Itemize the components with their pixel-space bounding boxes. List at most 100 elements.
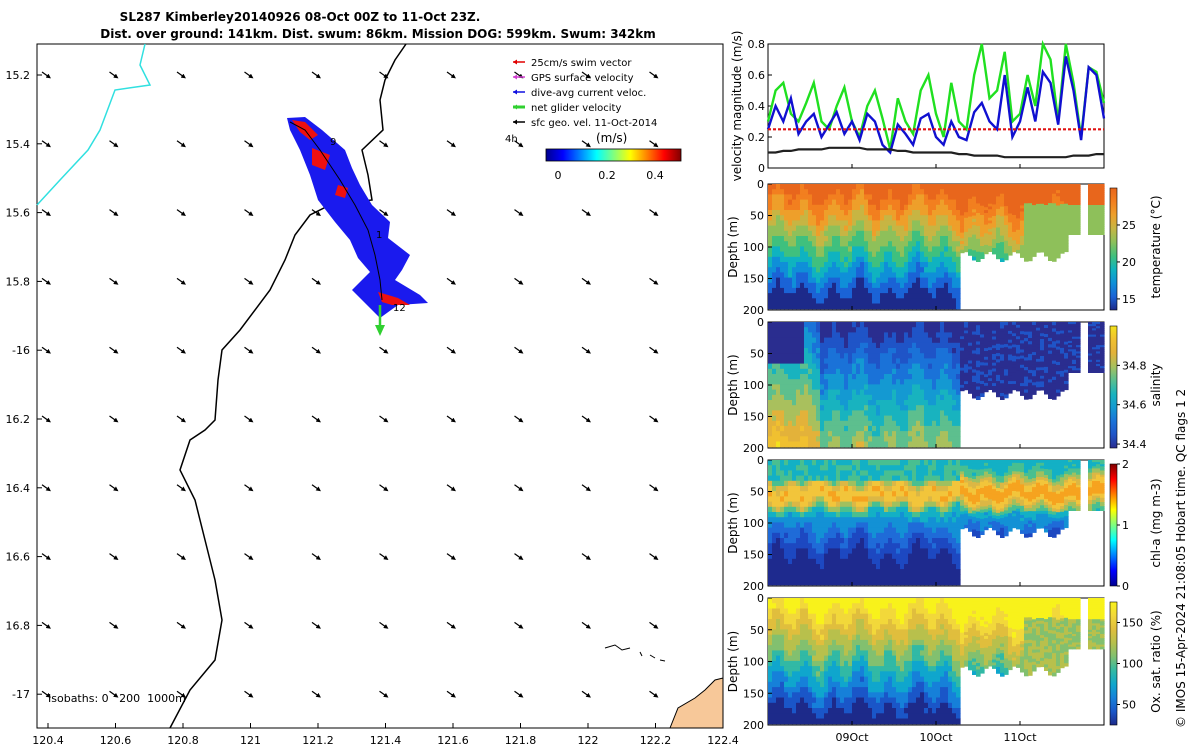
sfc-velocity-arrow <box>109 209 119 216</box>
chl-a-cell <box>780 564 785 570</box>
chl-a-cell <box>792 543 797 549</box>
temperature-cell <box>876 303 881 310</box>
temperature-cell <box>816 189 821 195</box>
salinity-cell <box>1036 336 1041 340</box>
temperature-cell <box>936 204 941 211</box>
salinity-cell <box>784 436 789 443</box>
salinity-cell <box>888 425 893 432</box>
chl-a-cell <box>804 501 809 508</box>
temperature-cell <box>856 225 861 232</box>
sfc-velocity-arrow <box>581 277 591 285</box>
vel-ytick-label: 0.6 <box>748 69 766 82</box>
salinity-cell <box>848 348 853 354</box>
temperature-cell <box>920 225 925 232</box>
temperature-cell <box>860 256 865 263</box>
salinity-cell <box>1088 349 1093 352</box>
chl-a-cell <box>832 527 837 534</box>
temperature-cell <box>828 287 833 294</box>
temperature-cell <box>928 236 933 242</box>
salinity-cell <box>848 358 853 365</box>
temperature-cell <box>1068 207 1073 210</box>
salinity-cell <box>1044 337 1049 341</box>
salinity-cell <box>968 363 973 368</box>
chl-a-cell <box>804 564 809 570</box>
temperature-cell <box>820 262 825 268</box>
temperature-cell <box>1064 240 1069 244</box>
temperature-cell <box>936 282 941 289</box>
temperature-cell <box>788 293 793 299</box>
temperature-cell <box>828 225 833 232</box>
temperature-cell <box>1008 252 1013 256</box>
temperature-cell <box>1024 254 1029 259</box>
chl-a-cell <box>768 501 773 508</box>
temperature-cell <box>940 194 945 201</box>
temperature-cell <box>1024 193 1029 198</box>
salinity-cell <box>788 405 793 411</box>
chl-a-cell <box>868 491 873 497</box>
chl-a-cell <box>768 579 773 586</box>
temperature-cell <box>936 293 941 299</box>
chl-a-cell <box>892 491 897 497</box>
temperature-cell <box>840 210 845 216</box>
temperature-cell <box>1044 234 1049 239</box>
salinity-cell <box>1068 364 1073 367</box>
temperature-cell <box>1012 198 1017 202</box>
temperature-cell <box>784 246 789 253</box>
salinity-cell <box>1016 365 1021 369</box>
temperature-cell <box>912 204 917 211</box>
salinity-cell <box>772 389 777 396</box>
speed-colorbar <box>545 148 682 162</box>
salinity-cell <box>812 384 817 391</box>
salinity-cell <box>952 353 957 359</box>
temperature-cell <box>1024 241 1029 246</box>
temperature-cell <box>880 215 885 221</box>
chl-a-cell <box>828 569 833 575</box>
temperature-cell <box>796 241 801 247</box>
temperature-cell <box>896 215 901 221</box>
temperature-cell <box>1068 196 1073 200</box>
salinity-cell <box>812 358 817 365</box>
temperature-cell <box>948 298 953 305</box>
temperature-cell <box>784 287 789 294</box>
temperature-cell <box>1012 189 1017 193</box>
salinity-cell <box>952 436 957 443</box>
salinity-cell <box>856 374 861 380</box>
temperature-cell <box>1016 198 1021 202</box>
temperature-cell <box>976 200 981 204</box>
salinity-cell <box>800 368 805 375</box>
temperature-cell <box>1092 192 1097 196</box>
salinity-cell <box>896 431 901 437</box>
salinity-cell <box>1036 384 1041 388</box>
salinity-cell <box>816 322 821 328</box>
temperature-cell <box>884 287 889 294</box>
salinity-cell <box>788 400 793 406</box>
temperature-cell <box>988 195 993 199</box>
salinity-cell <box>1016 344 1021 349</box>
temperature-cell <box>932 204 937 211</box>
temperature-cell <box>820 272 825 279</box>
temperature-cell <box>988 237 993 241</box>
salinity-cell <box>788 389 793 396</box>
salinity-cell <box>804 368 809 375</box>
chl-a-cell <box>792 491 797 497</box>
temperature-cell <box>816 225 821 232</box>
temperature-cell <box>1052 254 1057 259</box>
salinity-cell <box>1016 350 1021 355</box>
salinity-cell <box>1020 367 1025 372</box>
temperature-cell <box>828 298 833 305</box>
salinity-cell <box>1048 372 1053 377</box>
temperature-cell <box>976 184 981 188</box>
salinity-cell <box>792 358 797 365</box>
salinity-cell <box>1044 351 1049 356</box>
temperature-cell <box>884 272 889 279</box>
salinity-cell <box>856 353 861 359</box>
temperature-cell <box>788 303 793 310</box>
chl-a-cell <box>804 512 809 518</box>
chl-a-cell <box>840 517 845 523</box>
salinity-cell <box>832 379 837 385</box>
temperature-cell <box>844 194 849 201</box>
temperature-cell <box>988 203 993 208</box>
temperature-cell <box>1100 215 1105 219</box>
temperature-cell <box>1012 229 1017 233</box>
temperature-cell <box>864 210 869 216</box>
